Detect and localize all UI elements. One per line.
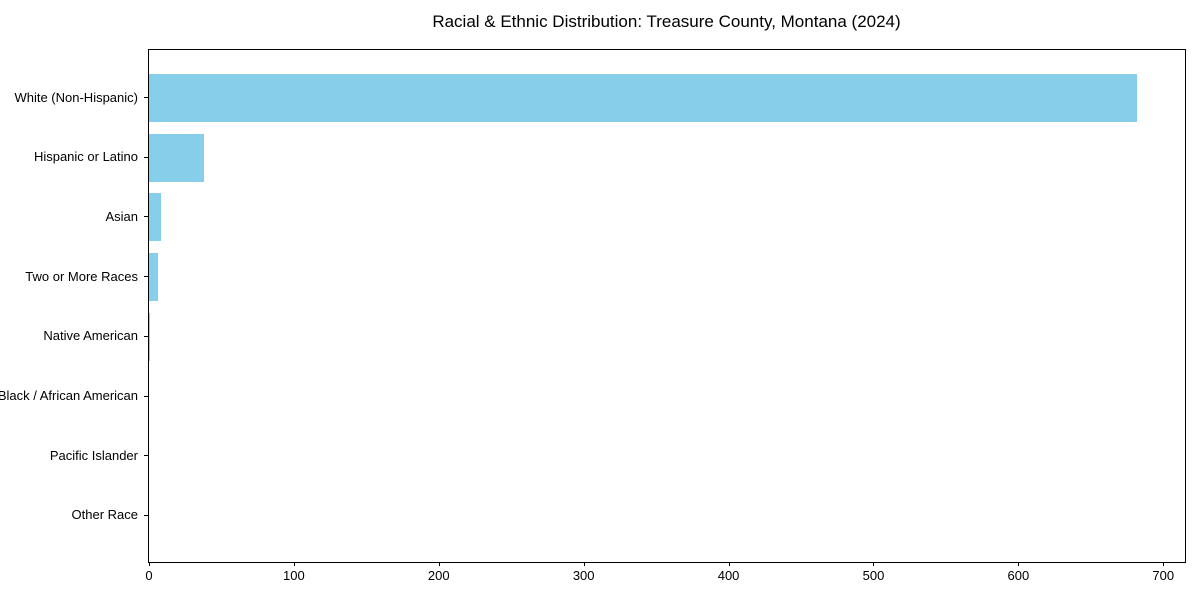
bar-hispanic-or-latino [149, 133, 205, 182]
x-tick-mark [1163, 562, 1165, 566]
y-tick-mark [144, 276, 148, 278]
y-tick-mark [144, 395, 148, 397]
y-tick-mark [144, 156, 148, 158]
x-tick-label: 200 [427, 568, 450, 583]
chart-title: Racial & Ethnic Distribution: Treasure C… [432, 12, 901, 31]
y-tick-mark [144, 514, 148, 516]
x-tick-label: 300 [572, 568, 595, 583]
bar-native-american [149, 312, 151, 361]
y-tick-label: White (Non-Hispanic) [14, 89, 138, 105]
x-tick-mark [728, 562, 730, 566]
y-tick-label: Native American [43, 328, 138, 344]
y-tick-label: Two or More Races [25, 268, 138, 284]
x-tick-mark [293, 562, 295, 566]
y-tick-label: Pacific Islander [49, 447, 138, 463]
x-tick-label: 100 [283, 568, 305, 583]
x-tick-label: 0 [145, 568, 153, 583]
plot-area [148, 49, 1186, 563]
y-tick-label: Asian [105, 208, 138, 224]
x-tick-mark [583, 562, 585, 566]
bar-two-or-more-races [149, 253, 158, 302]
x-tick-mark [438, 562, 440, 566]
y-tick-mark [144, 335, 148, 337]
y-tick-label: Other Race [71, 507, 138, 523]
x-tick-mark [873, 562, 875, 566]
x-tick-label: 700 [1152, 568, 1175, 583]
y-tick-mark [144, 455, 148, 457]
y-tick-mark [144, 216, 148, 218]
bar-asian [149, 193, 161, 242]
y-tick-mark [144, 97, 148, 98]
x-tick-label: 500 [862, 568, 885, 583]
x-tick-label: 600 [1007, 568, 1030, 583]
bar-white-non-hispanic [149, 74, 1138, 122]
x-tick-mark [149, 562, 150, 566]
x-tick-label: 400 [717, 568, 740, 583]
y-tick-label: Black / African American [0, 388, 138, 404]
y-tick-label: Hispanic or Latino [33, 149, 138, 165]
x-tick-mark [1018, 562, 1020, 566]
